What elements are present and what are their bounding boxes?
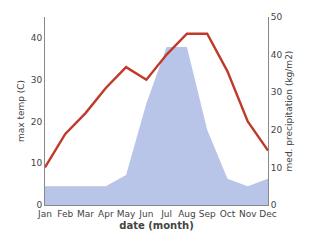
svg-text:Jan: Jan <box>37 209 52 219</box>
svg-text:30: 30 <box>271 87 283 97</box>
svg-text:20: 20 <box>31 117 43 127</box>
svg-text:0: 0 <box>271 200 277 210</box>
svg-text:May: May <box>117 209 136 219</box>
svg-text:20: 20 <box>271 125 283 135</box>
svg-text:max temp (C): max temp (C) <box>16 80 26 142</box>
svg-text:40: 40 <box>271 50 283 60</box>
svg-text:Mar: Mar <box>77 209 94 219</box>
svg-text:0: 0 <box>36 200 42 210</box>
svg-text:40: 40 <box>31 33 43 43</box>
svg-text:30: 30 <box>31 75 43 85</box>
svg-text:Oct: Oct <box>220 209 236 219</box>
svg-text:10: 10 <box>271 163 283 173</box>
svg-text:Aug: Aug <box>178 209 196 219</box>
svg-text:Sep: Sep <box>199 209 216 219</box>
svg-text:Jun: Jun <box>138 209 153 219</box>
svg-text:med. precipitation (kg/m2): med. precipitation (kg/m2) <box>284 51 294 172</box>
svg-text:Jul: Jul <box>160 209 172 219</box>
svg-text:Nov: Nov <box>239 209 257 219</box>
svg-text:date (month): date (month) <box>119 220 193 231</box>
svg-text:Dec: Dec <box>259 209 276 219</box>
svg-text:10: 10 <box>31 158 43 168</box>
svg-text:Apr: Apr <box>98 209 114 219</box>
svg-text:50: 50 <box>271 12 283 22</box>
svg-text:Feb: Feb <box>57 209 73 219</box>
